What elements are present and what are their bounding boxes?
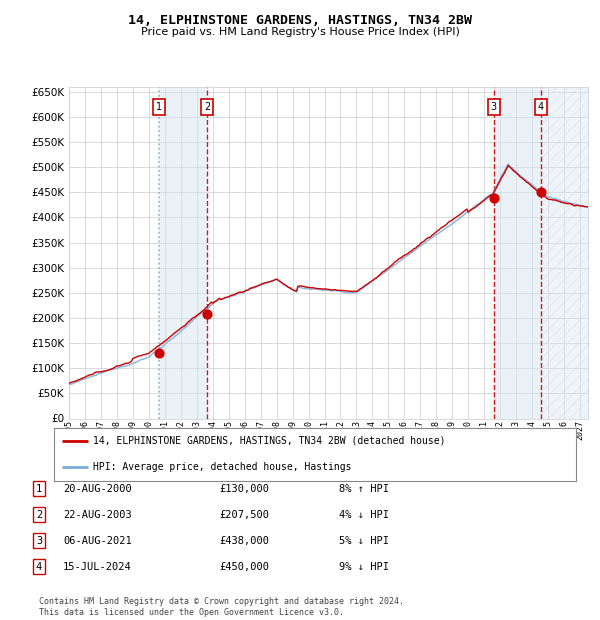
Point — [154, 348, 164, 358]
Text: 15-JUL-2024: 15-JUL-2024 — [63, 562, 132, 572]
Text: £130,000: £130,000 — [219, 484, 269, 494]
Text: 9% ↓ HPI: 9% ↓ HPI — [339, 562, 389, 572]
Text: £438,000: £438,000 — [219, 536, 269, 546]
Text: 06-AUG-2021: 06-AUG-2021 — [63, 536, 132, 546]
Text: 20-AUG-2000: 20-AUG-2000 — [63, 484, 132, 494]
Text: 2: 2 — [36, 510, 42, 520]
Point — [536, 187, 545, 197]
Text: £450,000: £450,000 — [219, 562, 269, 572]
Text: HPI: Average price, detached house, Hastings: HPI: Average price, detached house, Hast… — [93, 463, 352, 472]
Text: 2: 2 — [204, 102, 210, 112]
Point — [489, 193, 499, 203]
Text: Contains HM Land Registry data © Crown copyright and database right 2024.
This d: Contains HM Land Registry data © Crown c… — [39, 598, 404, 617]
Text: 1: 1 — [156, 102, 162, 112]
Text: 4: 4 — [36, 562, 42, 572]
Text: 14, ELPHINSTONE GARDENS, HASTINGS, TN34 2BW: 14, ELPHINSTONE GARDENS, HASTINGS, TN34 … — [128, 14, 472, 27]
Bar — [494, 87, 541, 419]
Point — [202, 309, 212, 319]
Bar — [541, 87, 588, 419]
Text: 3: 3 — [36, 536, 42, 546]
Text: 4% ↓ HPI: 4% ↓ HPI — [339, 510, 389, 520]
Text: 4: 4 — [538, 102, 544, 112]
Text: 8% ↑ HPI: 8% ↑ HPI — [339, 484, 389, 494]
Text: 22-AUG-2003: 22-AUG-2003 — [63, 510, 132, 520]
Text: £207,500: £207,500 — [219, 510, 269, 520]
Text: 1: 1 — [36, 484, 42, 494]
Text: 14, ELPHINSTONE GARDENS, HASTINGS, TN34 2BW (detached house): 14, ELPHINSTONE GARDENS, HASTINGS, TN34 … — [93, 436, 446, 446]
Text: 5% ↓ HPI: 5% ↓ HPI — [339, 536, 389, 546]
Bar — [159, 87, 207, 419]
Text: Price paid vs. HM Land Registry's House Price Index (HPI): Price paid vs. HM Land Registry's House … — [140, 27, 460, 37]
Text: 3: 3 — [491, 102, 497, 112]
